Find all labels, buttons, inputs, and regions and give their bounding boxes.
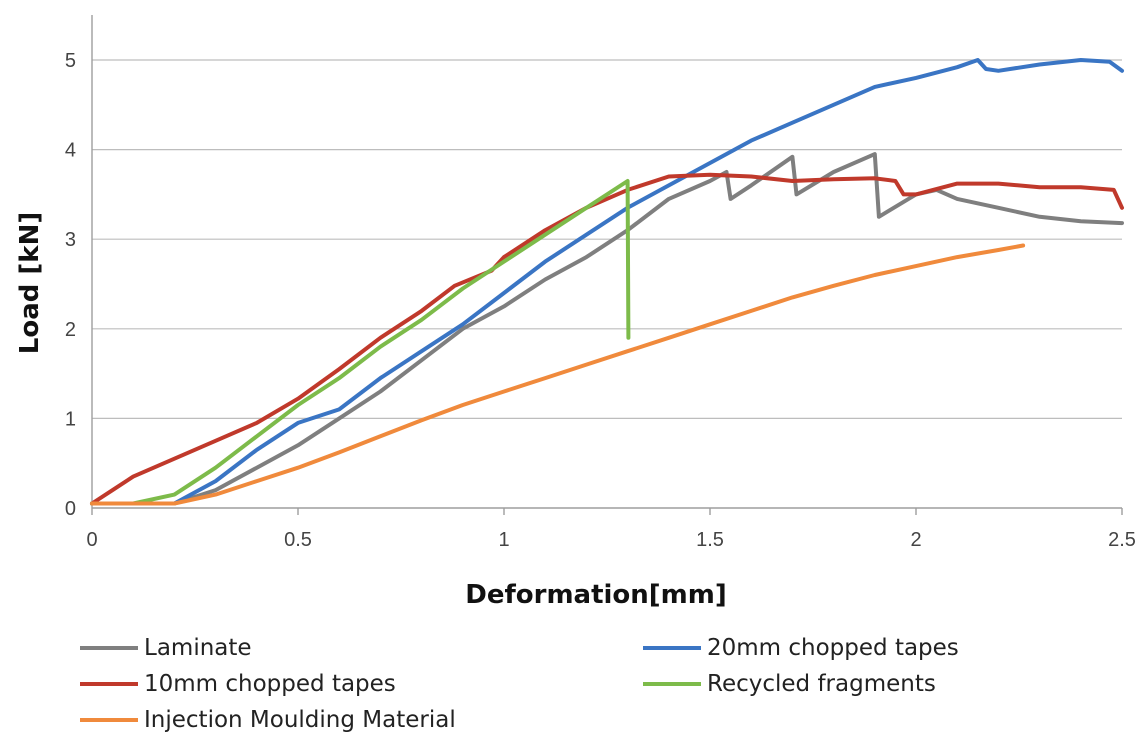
- legend-swatch: [643, 646, 701, 650]
- legend-swatch: [80, 682, 138, 686]
- legend-label: Laminate: [144, 635, 252, 661]
- x-tick-label: 2.5: [1108, 529, 1136, 551]
- y-tick-label: 1: [65, 408, 76, 430]
- x-tick-label: 2: [910, 529, 921, 551]
- series-line-10mm-chopped-tapes: [90, 172, 1124, 506]
- series-line-recycled-fragments: [90, 179, 631, 506]
- y-tick-label: 0: [65, 498, 76, 520]
- y-tick-label: 3: [65, 229, 76, 251]
- grid-lines: [91, 15, 1122, 509]
- series-line-injection-moulding-material: [90, 243, 1026, 506]
- x-axis-title: Deformation[mm]: [465, 580, 727, 610]
- legend-label: 20mm chopped tapes: [707, 635, 959, 661]
- chart-legend: Laminate 20mm chopped tapes 10mm chopped…: [80, 630, 1080, 738]
- legend-item-recycled-fragments: Recycled fragments: [643, 666, 936, 702]
- series-line-20mm-chopped-tapes: [90, 58, 1124, 506]
- legend-label: Injection Moulding Material: [144, 707, 456, 733]
- legend-item-injection-moulding-material: Injection Moulding Material: [80, 702, 456, 738]
- x-tick-label: 0: [86, 529, 97, 551]
- y-tick-label: 4: [65, 140, 76, 162]
- y-axis-ticks: 0 1 2 3 4 5: [65, 50, 76, 520]
- legend-item-10mm-chopped-tapes: 10mm chopped tapes: [80, 666, 396, 702]
- legend-swatch: [643, 682, 701, 686]
- x-tick-label: 1.5: [696, 529, 724, 551]
- x-tick-label: 1: [498, 529, 509, 551]
- x-axis-ticks: 0 0.5 1 1.5 2 2.5: [86, 508, 1136, 551]
- x-tick-label: 0.5: [284, 529, 312, 551]
- legend-label: Recycled fragments: [707, 671, 936, 697]
- legend-label: 10mm chopped tapes: [144, 671, 396, 697]
- y-tick-label: 5: [65, 50, 76, 72]
- line-chart: 0 1 2 3 4 5 0 0.5 1 1.5 2 2.5 Load [kN] Deformatio…: [15, 15, 1136, 610]
- y-tick-label: 2: [65, 319, 76, 341]
- y-axis-title: Load [kN]: [15, 212, 45, 354]
- legend-item-laminate: Laminate: [80, 630, 252, 666]
- legend-swatch: [80, 646, 138, 650]
- legend-item-20mm-chopped-tapes: 20mm chopped tapes: [643, 630, 959, 666]
- plot-area: [90, 58, 1124, 506]
- legend-swatch: [80, 718, 138, 722]
